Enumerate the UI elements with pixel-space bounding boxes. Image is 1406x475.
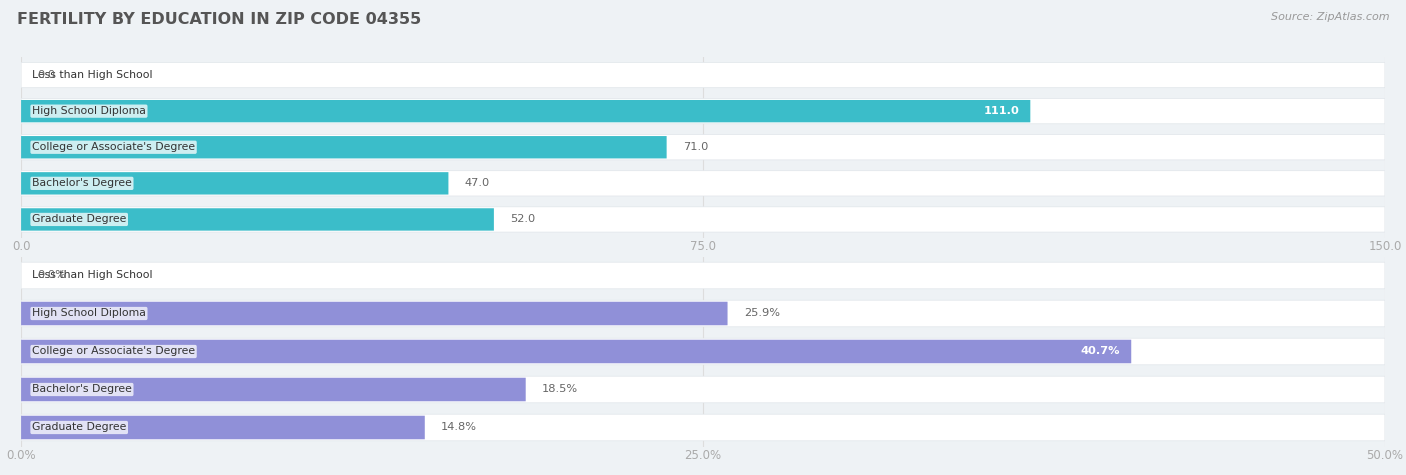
Text: Less than High School: Less than High School (32, 270, 152, 281)
Text: 0.0: 0.0 (38, 70, 56, 80)
FancyBboxPatch shape (21, 172, 449, 195)
FancyBboxPatch shape (21, 62, 1385, 88)
Text: 0.0%: 0.0% (38, 270, 66, 281)
Text: FERTILITY BY EDUCATION IN ZIP CODE 04355: FERTILITY BY EDUCATION IN ZIP CODE 04355 (17, 12, 422, 27)
FancyBboxPatch shape (21, 207, 1385, 232)
FancyBboxPatch shape (21, 134, 1385, 160)
FancyBboxPatch shape (21, 171, 1385, 196)
Text: Graduate Degree: Graduate Degree (32, 214, 127, 225)
FancyBboxPatch shape (21, 302, 727, 325)
Text: Graduate Degree: Graduate Degree (32, 422, 127, 433)
FancyBboxPatch shape (21, 208, 494, 231)
Text: High School Diploma: High School Diploma (32, 308, 146, 319)
FancyBboxPatch shape (21, 300, 1385, 327)
FancyBboxPatch shape (21, 98, 1385, 124)
Text: 18.5%: 18.5% (543, 384, 578, 395)
Text: High School Diploma: High School Diploma (32, 106, 146, 116)
Text: 47.0: 47.0 (465, 178, 491, 189)
FancyBboxPatch shape (21, 136, 666, 159)
FancyBboxPatch shape (21, 378, 526, 401)
FancyBboxPatch shape (21, 262, 1385, 289)
FancyBboxPatch shape (21, 340, 1132, 363)
Text: 111.0: 111.0 (984, 106, 1019, 116)
Text: Bachelor's Degree: Bachelor's Degree (32, 178, 132, 189)
FancyBboxPatch shape (21, 416, 425, 439)
Text: 25.9%: 25.9% (744, 308, 780, 319)
Text: Less than High School: Less than High School (32, 70, 152, 80)
FancyBboxPatch shape (21, 338, 1385, 365)
Text: 14.8%: 14.8% (441, 422, 477, 433)
Text: College or Associate's Degree: College or Associate's Degree (32, 346, 195, 357)
Text: Bachelor's Degree: Bachelor's Degree (32, 384, 132, 395)
FancyBboxPatch shape (21, 414, 1385, 441)
Text: 52.0: 52.0 (510, 214, 536, 225)
Text: Source: ZipAtlas.com: Source: ZipAtlas.com (1271, 12, 1389, 22)
FancyBboxPatch shape (21, 100, 1031, 123)
Text: 40.7%: 40.7% (1081, 346, 1121, 357)
Text: 71.0: 71.0 (683, 142, 709, 152)
FancyBboxPatch shape (21, 376, 1385, 403)
Text: College or Associate's Degree: College or Associate's Degree (32, 142, 195, 152)
